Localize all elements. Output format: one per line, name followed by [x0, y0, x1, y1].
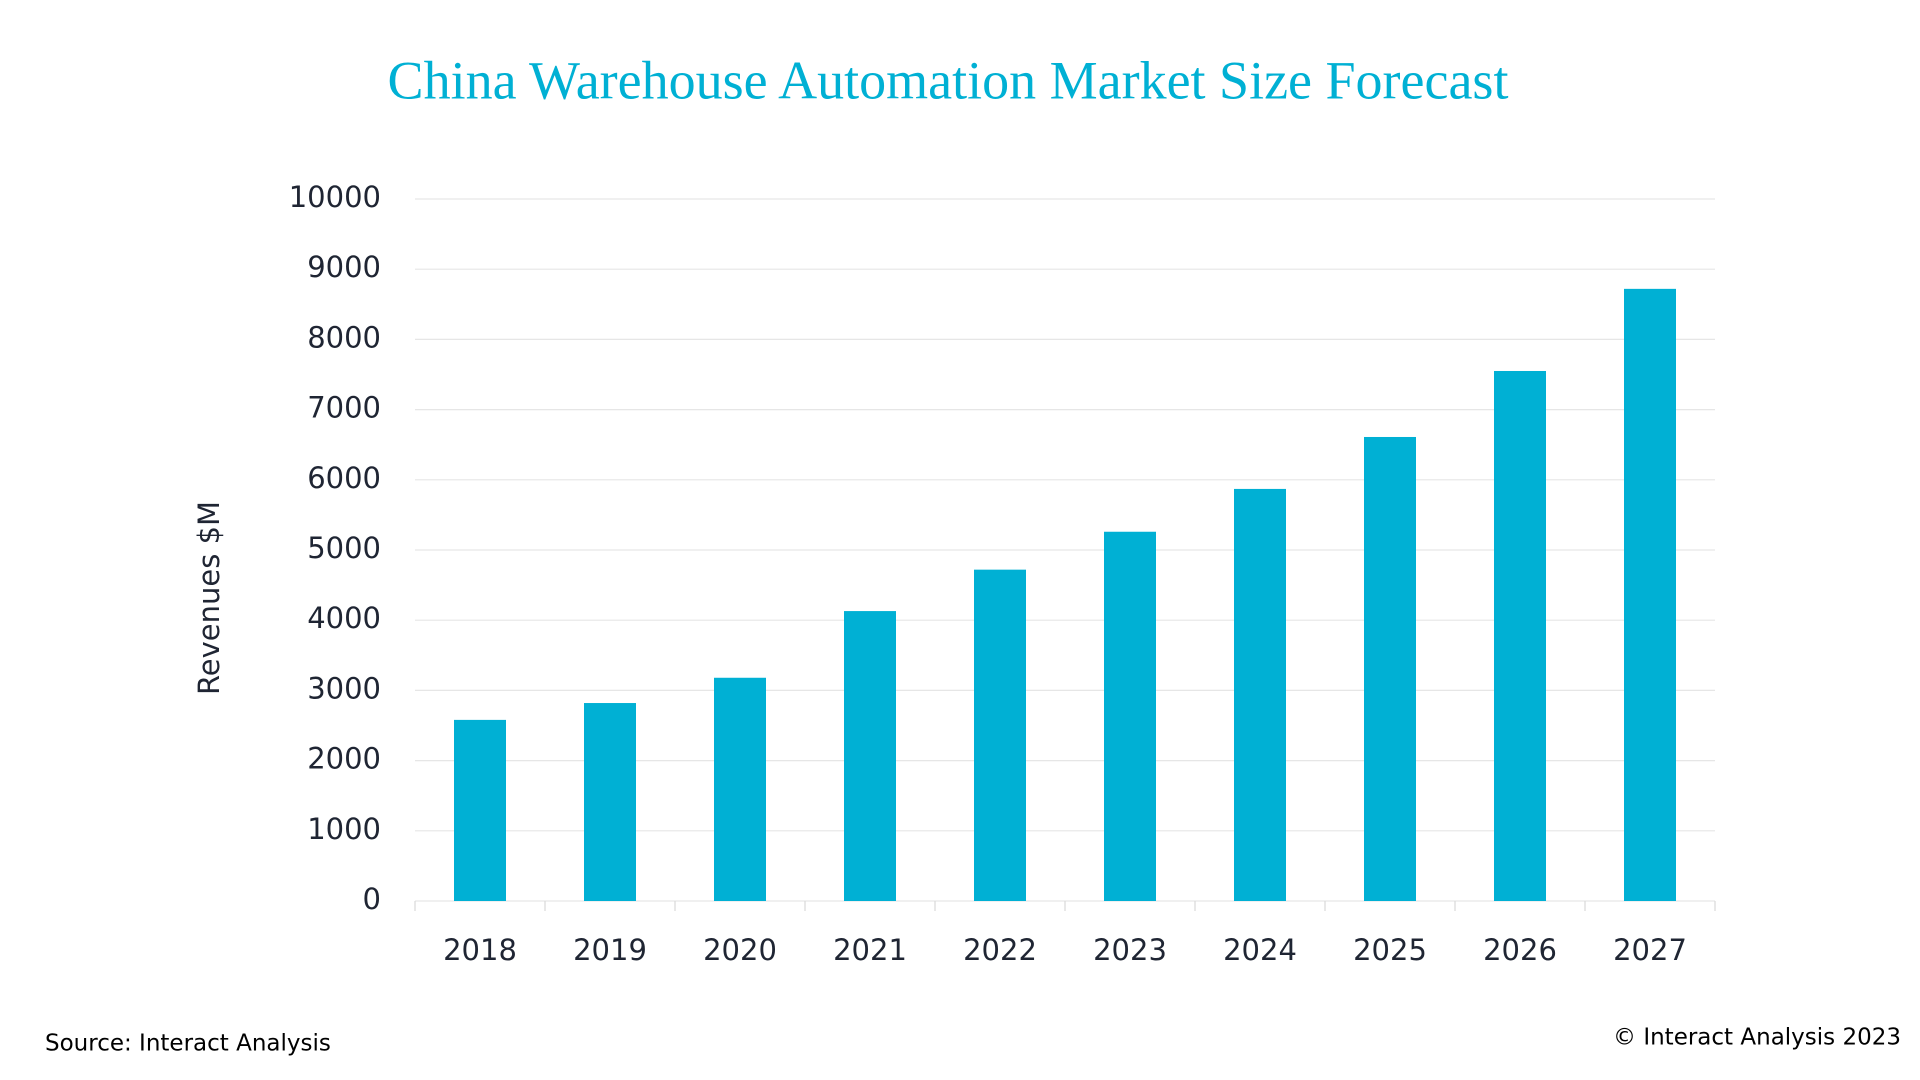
- x-tick-label: 2019: [573, 933, 647, 967]
- y-tick-label: 7000: [307, 391, 381, 425]
- x-tick-label: 2027: [1613, 933, 1687, 967]
- bar: [844, 611, 896, 901]
- bar: [974, 569, 1026, 901]
- y-tick-label: 8000: [307, 320, 381, 354]
- bar: [1364, 436, 1416, 901]
- y-tick-label: 6000: [307, 461, 381, 495]
- bar: [454, 719, 506, 901]
- x-tick-label: 2024: [1223, 933, 1297, 967]
- y-tick-label: 1000: [307, 812, 381, 846]
- y-tick-label: 9000: [307, 250, 381, 284]
- copyright: © Interact Analysis 2023: [1613, 1025, 1901, 1051]
- y-tick-label: 5000: [307, 531, 381, 565]
- bar: [1624, 288, 1676, 902]
- y-tick-label: 3000: [307, 671, 381, 705]
- x-tick-label: 2021: [833, 933, 907, 967]
- bar: [1234, 488, 1286, 901]
- bar: [584, 703, 636, 901]
- x-tick-label: 2023: [1093, 933, 1167, 967]
- bar: [1104, 531, 1156, 901]
- x-tick-label: 2022: [963, 933, 1037, 967]
- y-tick-label: 4000: [307, 601, 381, 635]
- y-tick-label: 2000: [307, 742, 381, 776]
- x-tick-label: 2025: [1353, 933, 1427, 967]
- x-tick-label: 2020: [703, 933, 777, 967]
- y-axis-label: Revenues $M: [192, 501, 226, 695]
- x-tick-label: 2026: [1483, 933, 1557, 967]
- x-tick-label: 2018: [443, 933, 517, 967]
- bar: [714, 677, 766, 901]
- bar: [1494, 370, 1546, 901]
- source: Source: Interact Analysis: [45, 1031, 331, 1057]
- y-tick-label: 10000: [289, 180, 381, 214]
- chart-title: China Warehouse Automation Market Size F…: [388, 50, 1509, 110]
- y-tick-label: 0: [363, 882, 381, 916]
